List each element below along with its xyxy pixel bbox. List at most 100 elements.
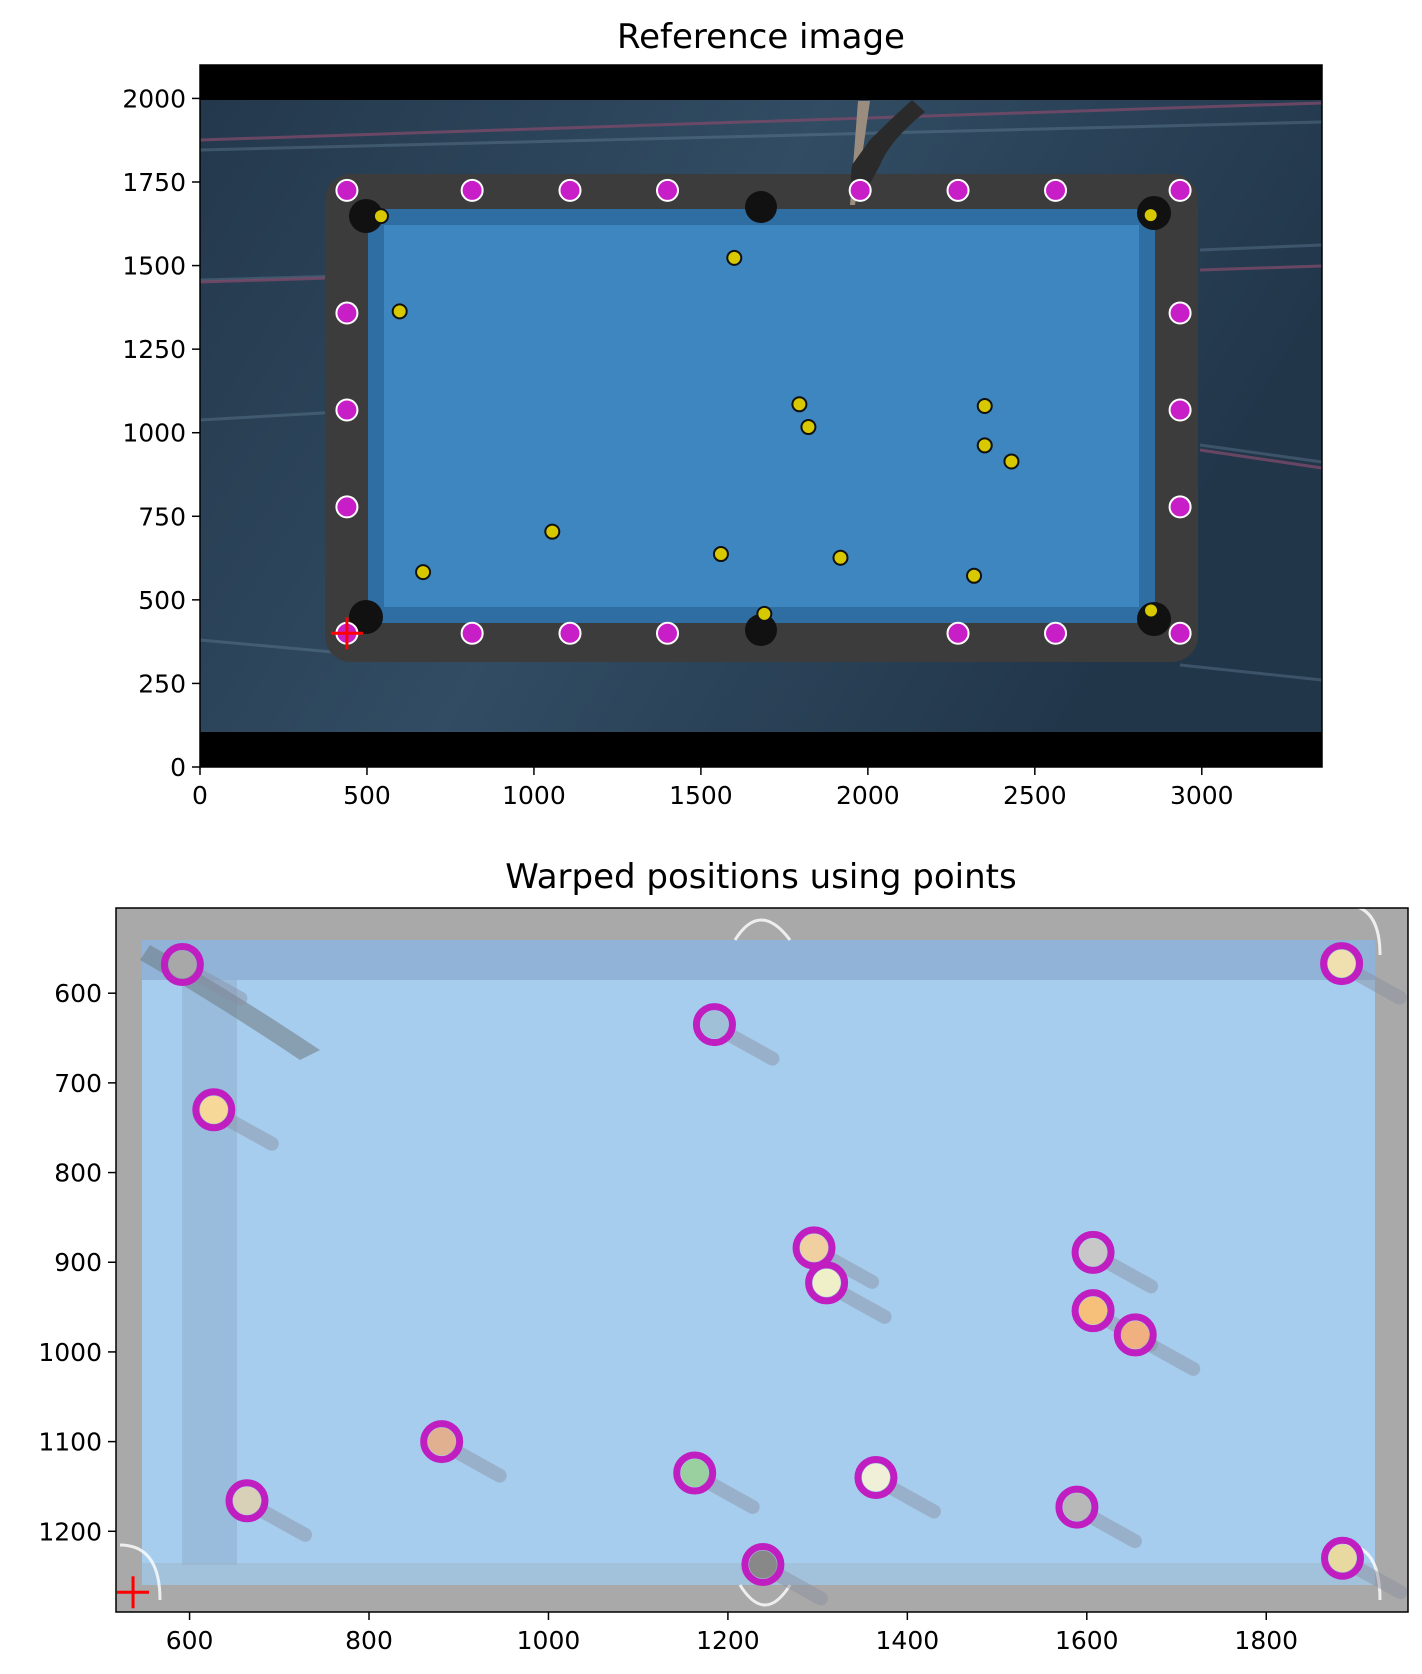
warped-ball [232, 1486, 261, 1515]
warped-ball [427, 1427, 456, 1456]
x-tick-label: 1800 [1234, 1626, 1298, 1655]
ball-point [791, 396, 808, 413]
ball-point [800, 419, 817, 436]
diamond-point [335, 301, 359, 325]
ball-point [712, 546, 729, 563]
warped-point-ring [854, 1455, 898, 1499]
warped-ball [1327, 949, 1356, 978]
y-tick-label: 1000 [122, 419, 186, 448]
warped-point-ring [673, 1451, 717, 1495]
warped-point-ring [1320, 942, 1364, 986]
warped-felt [142, 940, 1375, 1585]
diamond-point [1168, 301, 1192, 325]
x-tick-label: 1600 [1055, 1626, 1119, 1655]
warped-ball [1062, 1493, 1091, 1522]
warped-ball [700, 1010, 729, 1039]
ball-point [391, 303, 408, 320]
y-tick-label: 1250 [122, 335, 186, 364]
diamond-point [1168, 495, 1192, 519]
warped-ball [1328, 1544, 1357, 1573]
y-tick-label: 250 [138, 669, 186, 698]
warped-ball [1079, 1296, 1108, 1325]
reference-image [200, 65, 1322, 767]
warped-x-axis: 600 800 1000 1200 1400 1600 1800 [166, 1612, 1298, 1655]
diamond-point [848, 178, 872, 202]
warped-point-ring [1113, 1313, 1157, 1357]
diamond-point [335, 495, 359, 519]
warped-point-ring [1071, 1230, 1115, 1274]
warped-point-ring [1055, 1485, 1099, 1529]
reference-y-axis: 0 250 500 750 1000 1250 1500 1750 2000 [122, 84, 200, 782]
warped-point-ring [420, 1420, 464, 1464]
warped-point-ring [692, 1003, 736, 1047]
x-tick-label: 0 [192, 781, 208, 810]
y-tick-label: 700 [54, 1069, 102, 1098]
warped-ball [1121, 1320, 1150, 1349]
warped-image [116, 908, 1408, 1612]
scene-stripes [200, 120, 1322, 682]
diamond-point [1168, 621, 1192, 645]
warped-ball [812, 1268, 841, 1297]
x-tick-label: 600 [166, 1626, 214, 1655]
x-tick-label: 1400 [876, 1626, 940, 1655]
ball-point [1143, 602, 1160, 619]
warped-point-ring [160, 942, 204, 986]
y-tick-label: 1500 [122, 252, 186, 281]
y-tick-label: 600 [54, 979, 102, 1008]
y-tick-label: 1100 [38, 1428, 102, 1457]
diamond-markers [335, 178, 1192, 645]
diamond-point [1168, 398, 1192, 422]
warped-ball [199, 1095, 228, 1124]
reference-title: Reference image [617, 17, 905, 57]
x-tick-label: 2000 [836, 781, 900, 810]
ball-point [544, 523, 561, 540]
diamond-point [1044, 178, 1068, 202]
diamond-point [656, 621, 679, 645]
ball-point [832, 549, 849, 566]
warped-ball [861, 1463, 890, 1492]
diamond-point [460, 178, 484, 202]
diamond-point [558, 621, 582, 645]
x-tick-label: 1000 [517, 1626, 581, 1655]
diamond-point [946, 621, 970, 645]
ball-point [415, 564, 432, 581]
diamond-point [946, 178, 970, 202]
warped-ball [800, 1233, 829, 1262]
ball-point [976, 437, 993, 454]
ball-point [1142, 207, 1159, 224]
ball-point [1003, 453, 1020, 470]
ball-point [756, 605, 773, 622]
warped-ball [168, 950, 197, 979]
y-tick-label: 1750 [122, 168, 186, 197]
y-tick-label: 750 [138, 502, 186, 531]
scene-pink-lines [200, 101, 1322, 470]
table-felt [368, 209, 1155, 623]
reference-axes-frame [199, 64, 1323, 768]
y-tick-label: 800 [54, 1159, 102, 1188]
x-tick-label: 1200 [696, 1626, 760, 1655]
warped-point-ring [192, 1088, 236, 1132]
ball-point [726, 249, 743, 266]
diamond-point [1044, 621, 1068, 645]
warped-title: Warped positions using points [505, 857, 1016, 897]
diamond-point [1168, 178, 1192, 202]
warped-y-axis: 600 700 800 900 1000 1100 1200 [38, 979, 116, 1546]
diamond-point [335, 398, 359, 422]
ball-point [966, 567, 983, 584]
x-tick-label: 800 [345, 1626, 393, 1655]
warped-point-ring [741, 1542, 785, 1586]
y-tick-label: 0 [170, 753, 186, 782]
diamond-point [656, 178, 679, 202]
ball-markers [372, 207, 1160, 622]
warped-point-ring [1071, 1289, 1115, 1333]
pockets [349, 191, 1171, 646]
y-tick-label: 900 [54, 1248, 102, 1277]
y-tick-label: 1200 [38, 1517, 102, 1546]
reference-cross-marker [330, 617, 363, 650]
diamond-point [335, 178, 359, 202]
x-tick-label: 1500 [669, 781, 733, 810]
warped-cross-marker [117, 1576, 150, 1609]
warped-axes-frame [115, 907, 1409, 1613]
warped-point-ring [1321, 1536, 1365, 1580]
